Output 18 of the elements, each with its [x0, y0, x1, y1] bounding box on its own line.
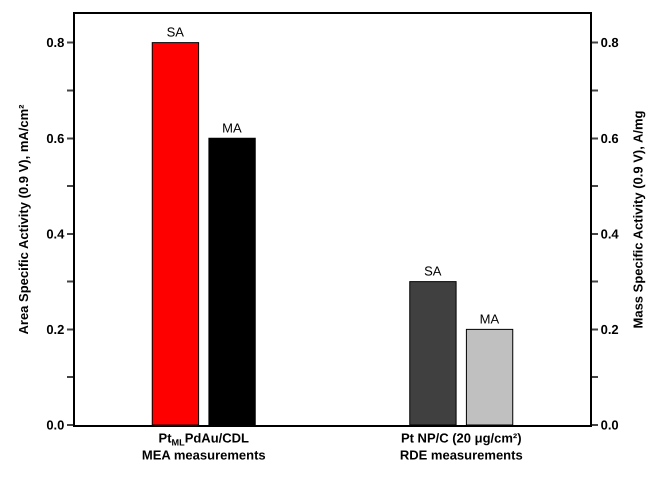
series-label: SA [166, 24, 184, 40]
y2-axis-title: Mass Specific Activity (0.9 V), A/mg [630, 110, 646, 328]
y-tick-label: 0.0 [46, 418, 64, 433]
y2-tick-label: 0.4 [600, 226, 620, 242]
y-tick-label: 0.4 [46, 226, 66, 242]
x-tick-label: Pt$_{ML}$PdAu/CDL MEA measurements [142, 430, 266, 462]
text: SA [424, 264, 442, 279]
y-tick-label: 0.8 [46, 35, 64, 50]
y2-tick-label: 0.2 [600, 322, 619, 337]
y2-tick-label: 0.8 [600, 35, 619, 50]
y2-tick-label: 0.0 [600, 418, 619, 433]
y2-tick-label: 0.6 [600, 130, 619, 146]
y-tick-label: 0.6 [46, 130, 64, 146]
y-tick-label: 0.2 [46, 322, 64, 337]
series-label: MA [222, 120, 242, 136]
text: MA [480, 311, 500, 326]
x-tick-label: Pt NP/C (20 μg/cm²) RDE measurements [400, 430, 523, 462]
y-axis-title: Area Specific Activity (0.9 V), mA/cm² [16, 104, 31, 334]
